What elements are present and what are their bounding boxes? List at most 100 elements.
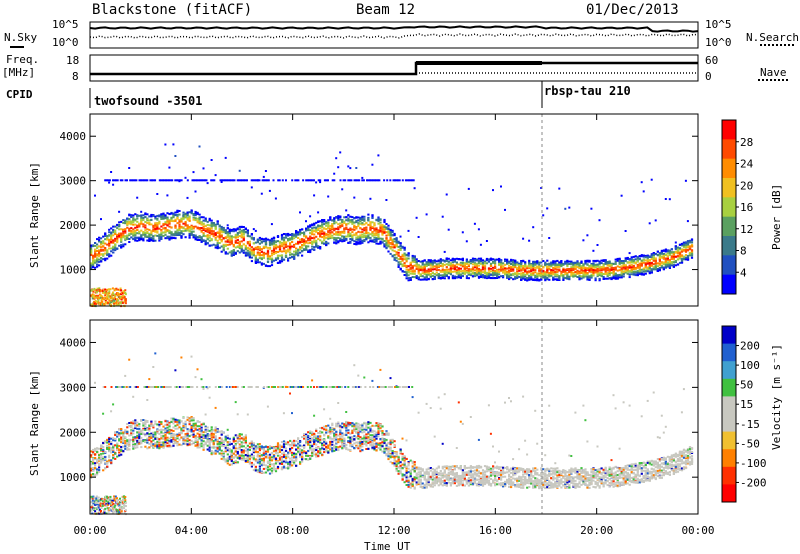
echo-cell (686, 254, 690, 257)
echo-cell (186, 227, 189, 230)
echo-cell (224, 244, 227, 247)
echo-cell (343, 231, 346, 234)
echo-cell (361, 215, 364, 218)
echo-cell (481, 266, 485, 269)
echo-cell (404, 179, 407, 182)
echo-cell (445, 266, 448, 269)
echo-cell (475, 266, 479, 269)
echo-cell (534, 263, 537, 266)
echo-cell (210, 219, 213, 222)
echo-cell (130, 232, 133, 235)
echo-cell (196, 236, 199, 239)
echo-cell (260, 192, 263, 195)
echo-cell (268, 258, 272, 261)
echo-cell (116, 455, 119, 458)
echo-cell (670, 261, 673, 263)
echo-cell (305, 248, 308, 251)
echo-cell (471, 257, 475, 260)
echo-cell (240, 246, 243, 249)
echo-cell (339, 215, 342, 218)
echo-cell (261, 179, 264, 182)
echo-cell (528, 239, 531, 242)
echo-cell (120, 228, 123, 231)
echo-cell (331, 225, 334, 228)
echo-cell (96, 254, 99, 257)
echo-cell (350, 179, 353, 182)
echo-cell (206, 228, 209, 231)
echo-cell (222, 246, 225, 249)
echo-cell (431, 274, 434, 277)
echo-cell (222, 227, 225, 230)
echo-cell (106, 243, 109, 246)
echo-cell (445, 274, 448, 277)
echo-cell (110, 250, 113, 253)
echo-cell (222, 237, 225, 240)
echo-cell (348, 179, 351, 182)
echo-cell (588, 265, 591, 268)
echo-cell (568, 268, 571, 270)
echo-cell (258, 236, 261, 239)
echo-cell (383, 179, 386, 182)
echo-cell (108, 179, 111, 182)
echo-cell (485, 240, 488, 242)
echo-cell (115, 179, 118, 182)
echo-cell (164, 221, 167, 224)
echo-cell (411, 179, 414, 182)
echo-cell (256, 238, 259, 241)
echo-cell (152, 228, 155, 231)
echo-cell (270, 260, 274, 263)
echo-cell (92, 290, 95, 293)
echo-cell (196, 239, 199, 241)
echo-cell (624, 260, 627, 263)
echo-cell (280, 258, 284, 261)
echo-cell (365, 238, 368, 241)
echo-cell (498, 263, 501, 266)
echo-cell (162, 231, 165, 234)
echo-cell (508, 264, 511, 267)
echo-cell (363, 235, 366, 238)
echo-cell (502, 276, 505, 279)
echo-cell (319, 181, 322, 184)
echo-cell (152, 224, 155, 227)
echo-cell (230, 250, 233, 253)
echo-cell (196, 220, 199, 223)
echo-cell (504, 270, 507, 273)
echo-cell (309, 232, 312, 235)
echo-cell (232, 179, 234, 182)
echo-cell (102, 442, 105, 444)
echo-cell (99, 295, 102, 298)
echo-cell (652, 257, 655, 260)
echo-cell (108, 454, 111, 457)
echo-cell (337, 226, 340, 229)
echo-cell (455, 261, 458, 264)
echo-cell (268, 241, 272, 244)
echo-cell (502, 268, 505, 271)
echo-cell (333, 217, 336, 220)
echo-cell (520, 272, 523, 275)
echo-cell (319, 235, 322, 237)
echo-cell (120, 431, 123, 434)
echo-cell (293, 254, 296, 257)
echo-cell (230, 179, 233, 182)
echo-cell (124, 179, 127, 182)
echo-cell (206, 242, 209, 245)
echo-cell (276, 236, 280, 238)
echo-cell (301, 238, 304, 241)
echo-cell (301, 241, 304, 243)
echo-cell (276, 240, 280, 243)
echo-cell (530, 263, 533, 265)
echo-cell (124, 299, 127, 302)
echo-cell (309, 215, 312, 218)
echo-cell (598, 269, 601, 272)
echo-cell (166, 179, 169, 182)
echo-cell (176, 228, 179, 231)
echo-cell (260, 257, 263, 260)
echo-cell (530, 270, 533, 273)
echo-cell (409, 264, 412, 267)
echo-cell (355, 241, 358, 244)
echo-cell (447, 261, 450, 264)
echo-cell (534, 269, 537, 272)
echo-cell (222, 231, 225, 234)
echo-cell (144, 226, 147, 229)
echo-cell (244, 246, 247, 249)
